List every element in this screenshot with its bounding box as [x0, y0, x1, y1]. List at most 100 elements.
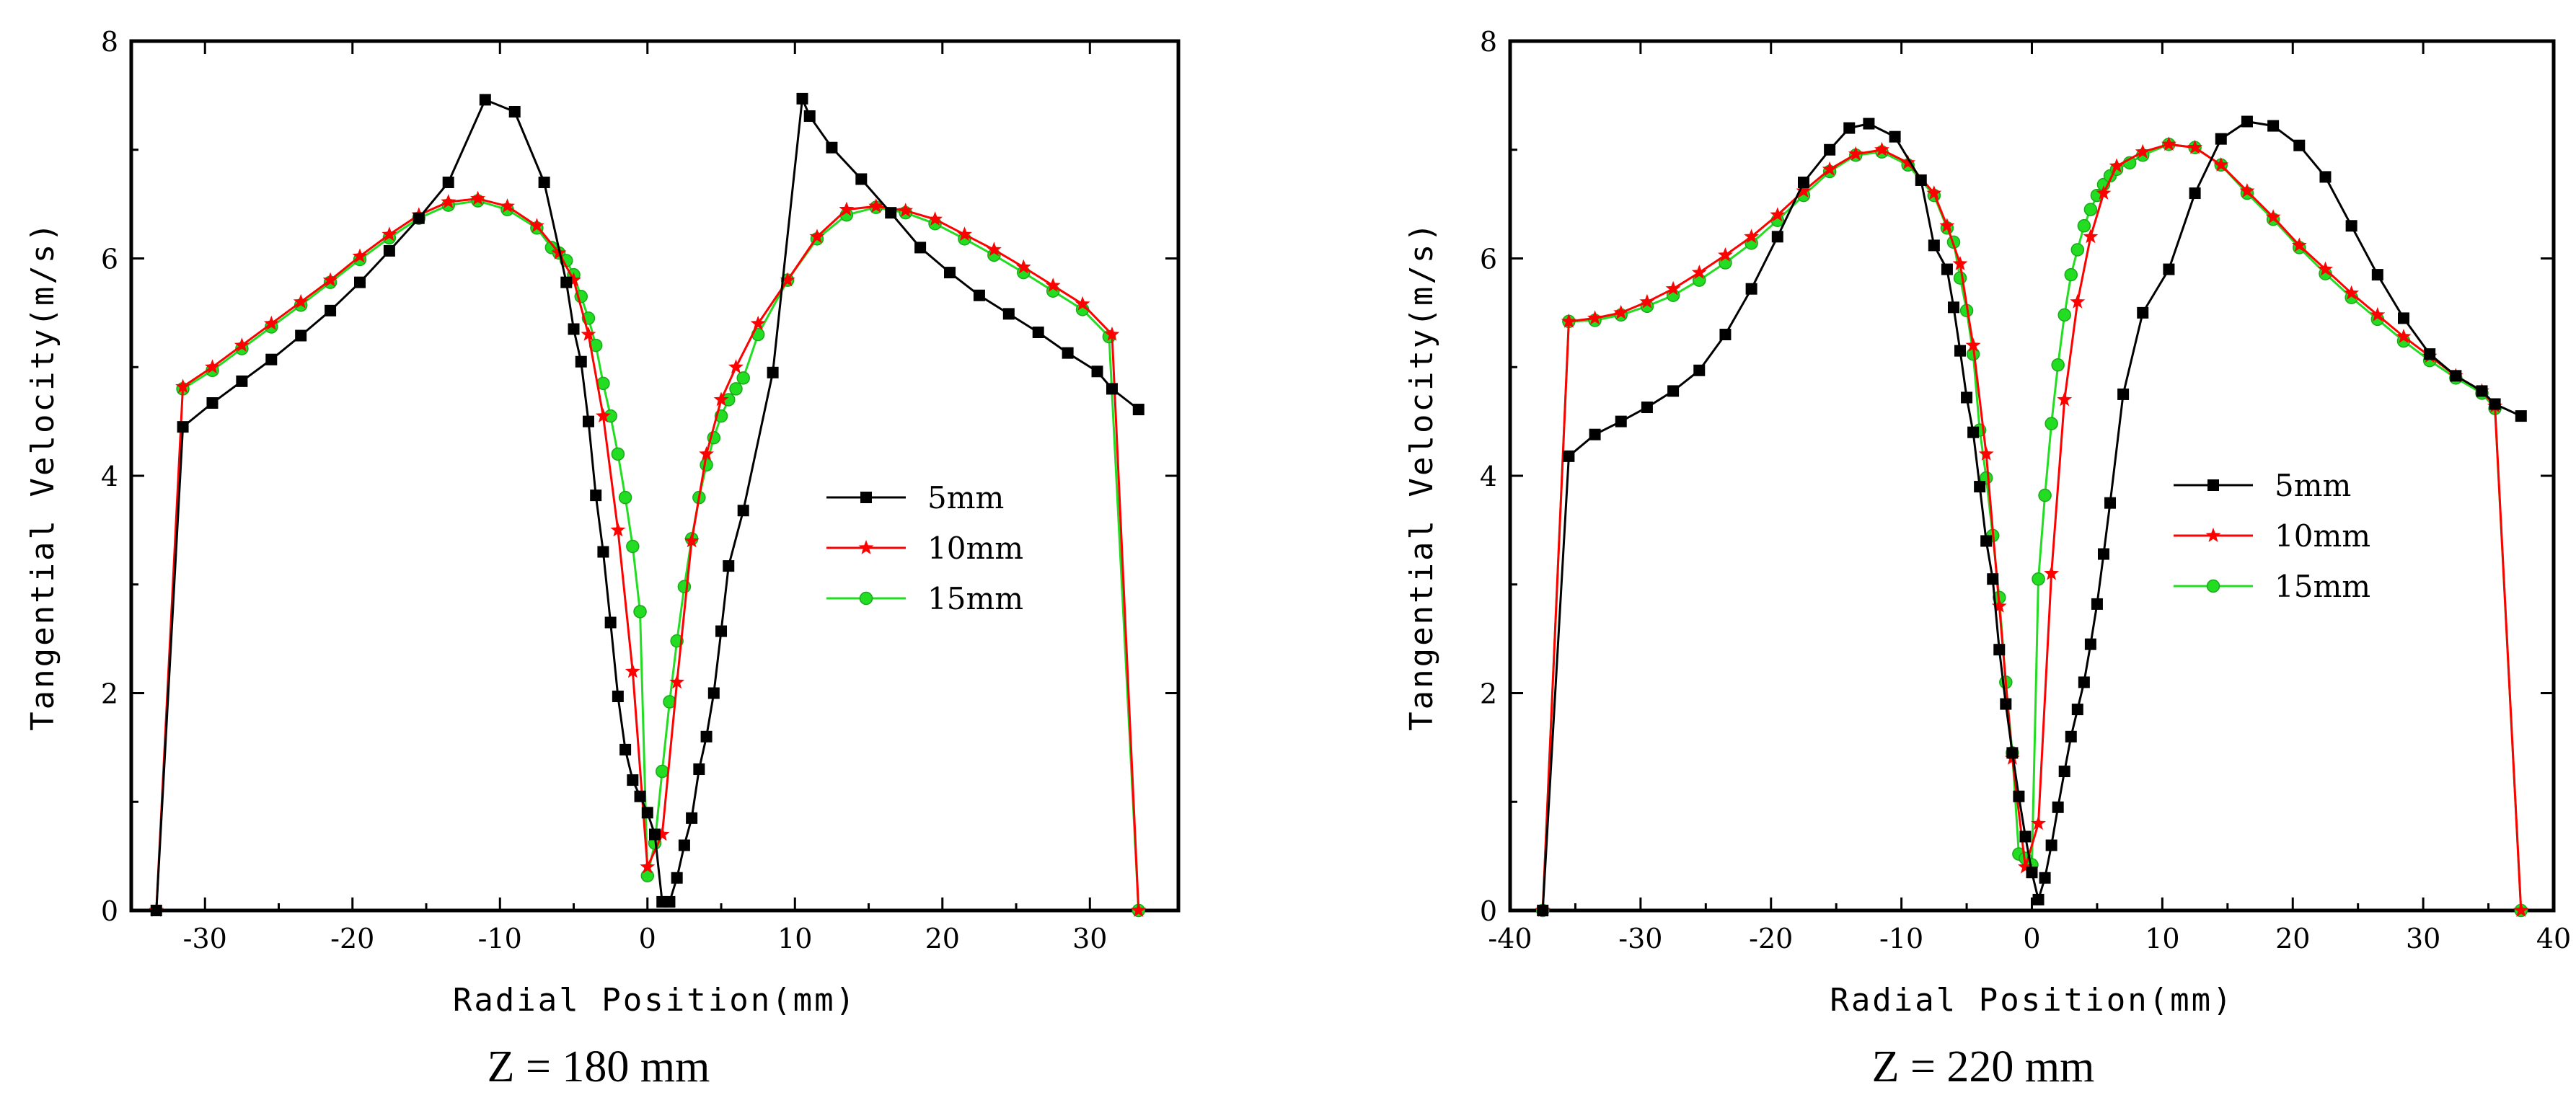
series-10mm: [1535, 136, 2529, 917]
data-point-10mm: [868, 198, 884, 213]
x-tick-label: 30: [2406, 923, 2440, 954]
data-point-5mm: [944, 267, 956, 279]
data-point-5mm: [1062, 347, 1074, 359]
data-point-5mm: [2345, 220, 2357, 232]
data-point-10mm: [566, 272, 581, 287]
data-point-15mm: [2045, 417, 2058, 430]
data-point-10mm: [1075, 296, 1090, 311]
data-point-10mm: [2344, 285, 2360, 300]
data-point-10mm: [2031, 815, 2046, 830]
data-point-10mm: [1587, 310, 1602, 325]
y-tick-label: 8: [1480, 26, 1497, 58]
data-point-10mm: [898, 203, 914, 218]
data-point-5mm: [2371, 269, 2383, 281]
data-point-15mm: [611, 447, 625, 461]
legend-label: 15mm: [2275, 569, 2370, 604]
x-tick-label: 10: [2145, 923, 2179, 954]
data-point-10mm: [1796, 183, 1812, 198]
data-point-5mm: [855, 173, 868, 185]
data-point-5mm: [2117, 388, 2130, 400]
data-point-5mm: [206, 396, 219, 409]
chart-z180: -30 -20 -10 0 10 20 30 0 2 4 6 8 Radial Position(mm)…: [25, 26, 1181, 1091]
legend-marker: [859, 591, 873, 606]
data-point-10mm: [1718, 247, 1733, 262]
data-point-5mm: [723, 560, 735, 572]
data-point-5mm: [1980, 535, 1993, 547]
data-point-5mm: [2052, 801, 2064, 813]
data-point-5mm: [767, 366, 779, 378]
series-15mm: [1535, 137, 2528, 918]
data-point-5mm: [1091, 365, 1103, 378]
data-point-5mm: [1615, 415, 1627, 427]
data-point-10mm: [322, 272, 338, 287]
x-axis-title: Radial Position(mm): [453, 982, 857, 1019]
legend-item-5mm: 5mm: [826, 480, 1004, 515]
data-point-10mm: [957, 226, 972, 241]
data-point-15mm: [2064, 267, 2078, 282]
data-point-15mm: [633, 605, 647, 619]
data-point-5mm: [663, 895, 676, 908]
data-point-10mm: [1691, 265, 1707, 279]
data-point-5mm: [700, 730, 713, 743]
x-axis-title: Radial Position(mm): [1830, 982, 2233, 1019]
data-point-10mm: [1965, 337, 1981, 352]
data-point-15mm: [2057, 308, 2071, 322]
data-point-5mm: [575, 355, 587, 368]
data-point-5mm: [236, 375, 248, 387]
data-point-5mm: [1824, 143, 1836, 156]
data-point-5mm: [2006, 747, 2019, 759]
data-point-5mm: [538, 176, 550, 188]
legend-item-15mm: 15mm: [2174, 569, 2370, 604]
data-point-10mm: [2135, 143, 2151, 159]
data-point-5mm: [678, 839, 690, 851]
data-point-10mm: [2213, 156, 2229, 172]
data-point-5mm: [671, 872, 683, 884]
data-point-5mm: [150, 905, 162, 916]
data-point-5mm: [641, 807, 653, 819]
data-point-10mm: [2070, 293, 2086, 309]
data-point-5mm: [2032, 893, 2045, 905]
data-point-5mm: [325, 304, 337, 316]
data-point-5mm: [597, 546, 609, 558]
data-point-15mm: [618, 490, 632, 505]
data-point-10mm: [529, 218, 544, 233]
data-point-10mm: [654, 826, 670, 841]
data-point-5mm: [686, 812, 698, 824]
data-point-10mm: [581, 327, 596, 341]
data-point-10mm: [500, 198, 515, 213]
legend-label: 5mm: [927, 480, 1004, 515]
legend-item-10mm: 10mm: [826, 531, 1023, 566]
data-point-15mm: [2077, 219, 2091, 233]
legend-item-10mm: 10mm: [2174, 518, 2370, 554]
data-point-5mm: [737, 505, 749, 517]
data-point-5mm: [2189, 187, 2201, 200]
data-point-5mm: [2137, 306, 2149, 319]
data-point-10mm: [839, 201, 855, 216]
data-point-10mm: [2396, 329, 2412, 343]
data-point-5mm: [1961, 391, 1973, 404]
data-point-5mm: [973, 289, 985, 301]
data-point-5mm: [715, 625, 728, 637]
chart-caption: Z = 180 mm: [488, 1042, 710, 1091]
series-line-15mm: [1541, 143, 2523, 911]
data-point-5mm: [1843, 122, 1856, 134]
y-tick-label: 6: [101, 244, 118, 275]
x-tick-label: 10: [777, 923, 812, 954]
x-tick-label: -10: [1879, 923, 1923, 954]
data-point-5mm: [1928, 239, 1940, 252]
data-point-10mm: [1665, 280, 1681, 296]
data-point-5mm: [634, 790, 646, 802]
data-point-15mm: [2038, 488, 2052, 502]
data-point-5mm: [693, 763, 705, 776]
data-point-5mm: [1745, 283, 1757, 295]
data-point-10mm: [728, 359, 744, 374]
data-point-5mm: [2084, 638, 2096, 650]
x-tick-label: 0: [639, 923, 656, 954]
data-point-5mm: [2319, 171, 2332, 183]
data-point-15mm: [2070, 243, 2085, 257]
data-point-10mm: [2096, 185, 2112, 200]
legend-item-15mm: 15mm: [826, 581, 1023, 616]
legend-marker: [860, 492, 872, 503]
data-point-5mm: [707, 687, 720, 699]
